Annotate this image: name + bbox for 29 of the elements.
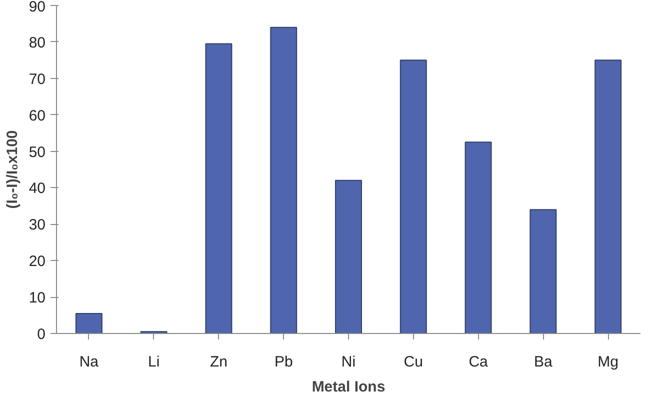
- bar: [270, 26, 298, 334]
- x-tick-label: Mg: [598, 354, 618, 370]
- y-tick-label: 20: [28, 253, 46, 270]
- bar: [464, 142, 492, 334]
- bar: [530, 209, 557, 334]
- y-tick-label: 40: [28, 180, 46, 198]
- y-tick-label: 10: [28, 290, 46, 307]
- y-tick-label: 0: [37, 326, 46, 343]
- bar: [594, 60, 622, 334]
- y-tick-label: 90: [28, 0, 46, 16]
- y-tick-label: 60: [28, 107, 46, 124]
- x-tick-label: Ni: [341, 354, 356, 370]
- y-axis-title: (I₀-I)/I₀x100: [4, 130, 21, 209]
- x-tick-label: Na: [79, 354, 100, 370]
- x-tick-label: Li: [148, 354, 160, 370]
- x-tick-label: Cu: [404, 354, 423, 370]
- y-tick-label: 30: [28, 216, 46, 234]
- x-tick-label: Ba: [534, 354, 553, 370]
- x-axis-title: Metal Ions: [312, 378, 386, 396]
- y-tick-label: 70: [28, 70, 46, 88]
- bar: [335, 180, 362, 334]
- bar: [400, 60, 427, 334]
- x-tick-label: Pb: [274, 354, 293, 370]
- bar: [205, 43, 232, 334]
- x-tick-label: Zn: [210, 354, 228, 370]
- y-tick-label: 80: [28, 34, 46, 52]
- x-tick-label: Ca: [468, 354, 489, 370]
- bar: [75, 312, 102, 334]
- y-tick-label: 50: [28, 144, 46, 161]
